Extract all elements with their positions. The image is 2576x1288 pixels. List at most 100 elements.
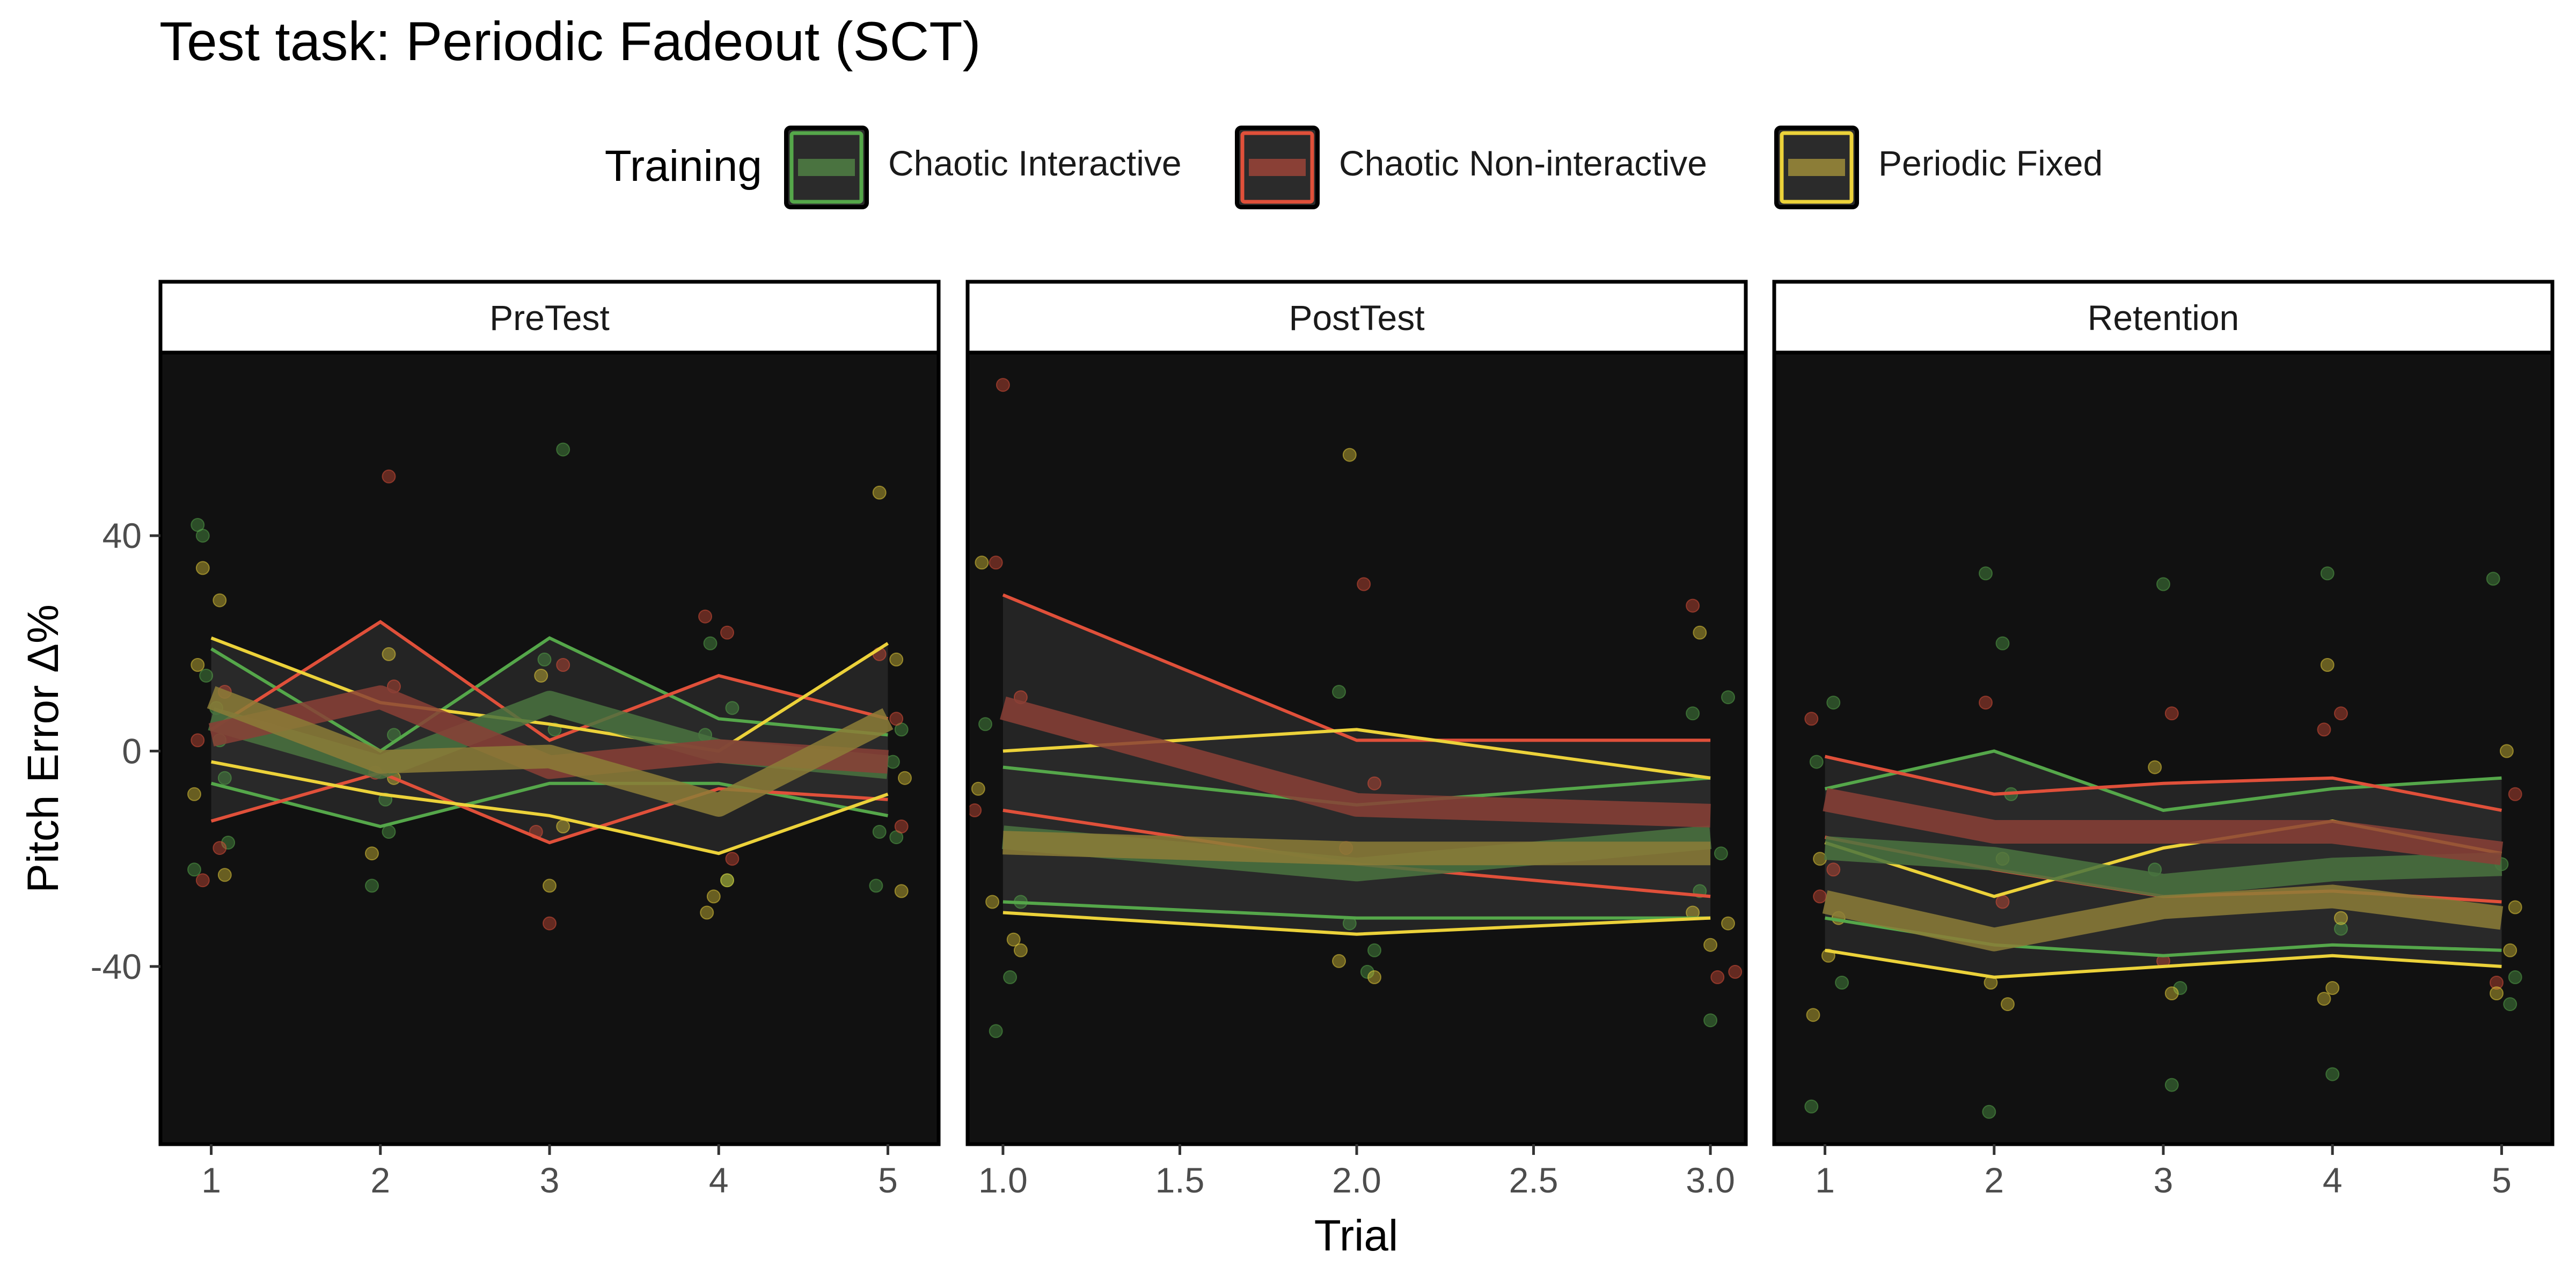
ci-lower-line-chaotic-interactive	[210, 781, 888, 829]
data-point-periodic-fixed	[2317, 992, 2331, 1006]
data-point-chaotic-non-interactive	[1728, 964, 1743, 979]
data-point-chaotic-non-interactive	[968, 803, 982, 817]
ci-upper-line-chaotic-non-interactive	[1824, 755, 2502, 812]
data-point-periodic-fixed	[985, 895, 1000, 909]
y-tick-label: -40	[91, 947, 142, 986]
x-tick-label: 4	[2323, 1160, 2343, 1200]
x-tick-label: 2	[370, 1160, 390, 1200]
data-point-chaotic-interactive	[1835, 976, 1849, 990]
data-point-chaotic-non-interactive	[543, 916, 557, 931]
x-tick-label: 5	[878, 1160, 898, 1200]
data-point-chaotic-non-interactive	[2490, 976, 2504, 990]
x-tick-label: 3	[2154, 1160, 2174, 1200]
data-point-chaotic-interactive	[1003, 970, 1018, 984]
chart-title: Test task: Periodic Fadeout (SCT)	[159, 11, 981, 72]
data-point-chaotic-non-interactive	[1710, 970, 1725, 984]
data-point-chaotic-non-interactive	[382, 469, 396, 484]
data-point-periodic-fixed	[1806, 1008, 1820, 1022]
data-point-chaotic-interactive	[703, 636, 718, 650]
panel-pretest: PreTest 1 2 3 4 5	[158, 280, 941, 1200]
legend-label: Chaotic Interactive	[888, 143, 1182, 183]
y-tick-label: 0	[122, 731, 142, 771]
x-tick-label: 3.0	[1686, 1160, 1735, 1200]
ci-lower-line-chaotic-interactive	[1002, 900, 1711, 920]
data-point-periodic-fixed	[894, 884, 909, 898]
data-point-chaotic-interactive	[199, 669, 214, 683]
data-point-chaotic-interactive	[1721, 690, 1735, 705]
data-point-periodic-fixed	[1332, 954, 1346, 968]
data-point-chaotic-interactive	[556, 442, 570, 457]
data-point-chaotic-interactive	[221, 836, 236, 850]
y-axis: -40 0 40	[91, 516, 160, 986]
data-point-periodic-fixed	[195, 561, 210, 575]
x-tick-label: 1.5	[1155, 1160, 1205, 1200]
data-point-chaotic-interactive	[1995, 636, 2010, 650]
x-tick-label: 1.0	[978, 1160, 1028, 1200]
x-tick-label: 2	[1984, 1160, 2004, 1200]
y-axis-label: Pitch Error Δ%	[19, 604, 68, 893]
ci-upper-line-chaotic-interactive	[1824, 749, 2502, 812]
data-point-periodic-fixed	[2334, 911, 2348, 925]
data-point-periodic-fixed	[971, 781, 985, 796]
data-point-chaotic-interactive	[2173, 981, 2187, 995]
ci-lower-line-periodic-fixed	[1825, 948, 2502, 979]
data-point-chaotic-interactive	[989, 1024, 1003, 1038]
data-point-chaotic-interactive	[1703, 1013, 1718, 1028]
data-point-chaotic-non-interactive	[2508, 787, 2522, 801]
data-point-chaotic-interactive	[382, 825, 396, 839]
legend-key-border	[1240, 131, 1314, 204]
x-tick-label: 1	[201, 1160, 221, 1200]
data-point-chaotic-interactive	[195, 529, 210, 543]
data-point-chaotic-interactive	[2503, 997, 2518, 1012]
data-point-chaotic-interactive	[2156, 577, 2170, 591]
data-point-periodic-fixed	[1367, 970, 1381, 984]
data-point-chaotic-non-interactive	[213, 841, 227, 855]
legend: Training Chaotic Interactive Chaotic Non-…	[605, 126, 2103, 209]
panel-background	[1774, 353, 2552, 1144]
data-point-periodic-fixed	[2148, 760, 2162, 774]
data-point-chaotic-interactive	[537, 652, 552, 667]
legend-key-swatch	[798, 159, 855, 176]
data-point-chaotic-non-interactive	[894, 819, 909, 833]
data-point-chaotic-interactive	[1979, 566, 1993, 581]
data-point-chaotic-interactive	[2164, 1078, 2179, 1092]
data-point-periodic-fixed	[2320, 658, 2334, 672]
data-point-periodic-fixed	[889, 652, 904, 667]
data-point-chaotic-non-interactive	[1367, 776, 1381, 791]
data-point-chaotic-non-interactive	[1686, 598, 1700, 613]
data-point-periodic-fixed	[706, 889, 721, 904]
facet-label: PostTest	[1289, 298, 1424, 338]
data-point-chaotic-non-interactive	[996, 378, 1010, 392]
data-point-chaotic-non-interactive	[1826, 862, 1841, 877]
data-point-chaotic-non-interactive	[1979, 696, 1993, 710]
data-point-periodic-fixed	[975, 555, 989, 570]
mean-line-chaotic-non-interactive	[1823, 788, 2504, 866]
data-point-periodic-fixed	[898, 771, 912, 785]
data-point-periodic-fixed	[1006, 932, 1021, 947]
x-tick-label: 2.5	[1509, 1160, 1558, 1200]
ci-upper-line-periodic-fixed	[210, 636, 889, 753]
data-point-periodic-fixed	[191, 658, 205, 672]
data-point-chaotic-non-interactive	[698, 609, 712, 624]
data-point-periodic-fixed	[543, 879, 557, 893]
data-point-chaotic-interactive	[187, 862, 201, 877]
x-axis-label: Trial	[1314, 1211, 1398, 1260]
facet-strip	[1772, 280, 2555, 355]
x-tick-label: 3	[540, 1160, 560, 1200]
mean-line-chaotic-non-interactive	[1000, 696, 1711, 828]
data-point-periodic-fixed	[2508, 900, 2522, 914]
ci-lower-line-periodic-fixed	[1002, 911, 1711, 936]
ci-upper-line-chaotic-non-interactive	[1002, 593, 1711, 742]
facet-strip	[158, 280, 941, 355]
data-point-chaotic-interactive	[365, 879, 379, 893]
data-point-periodic-fixed	[1342, 448, 1357, 462]
data-point-chaotic-non-interactive	[191, 733, 205, 748]
ci-lower-line-periodic-fixed	[211, 760, 889, 855]
data-point-chaotic-interactive	[1982, 1104, 1996, 1119]
data-point-chaotic-interactive	[872, 825, 887, 839]
data-point-periodic-fixed	[1013, 943, 1028, 957]
mean-line-periodic-fixed	[207, 686, 894, 817]
ci-upper-line-chaotic-non-interactive	[210, 620, 889, 742]
panel-retention: Retention 1 2 3 4 5	[1772, 280, 2555, 1200]
